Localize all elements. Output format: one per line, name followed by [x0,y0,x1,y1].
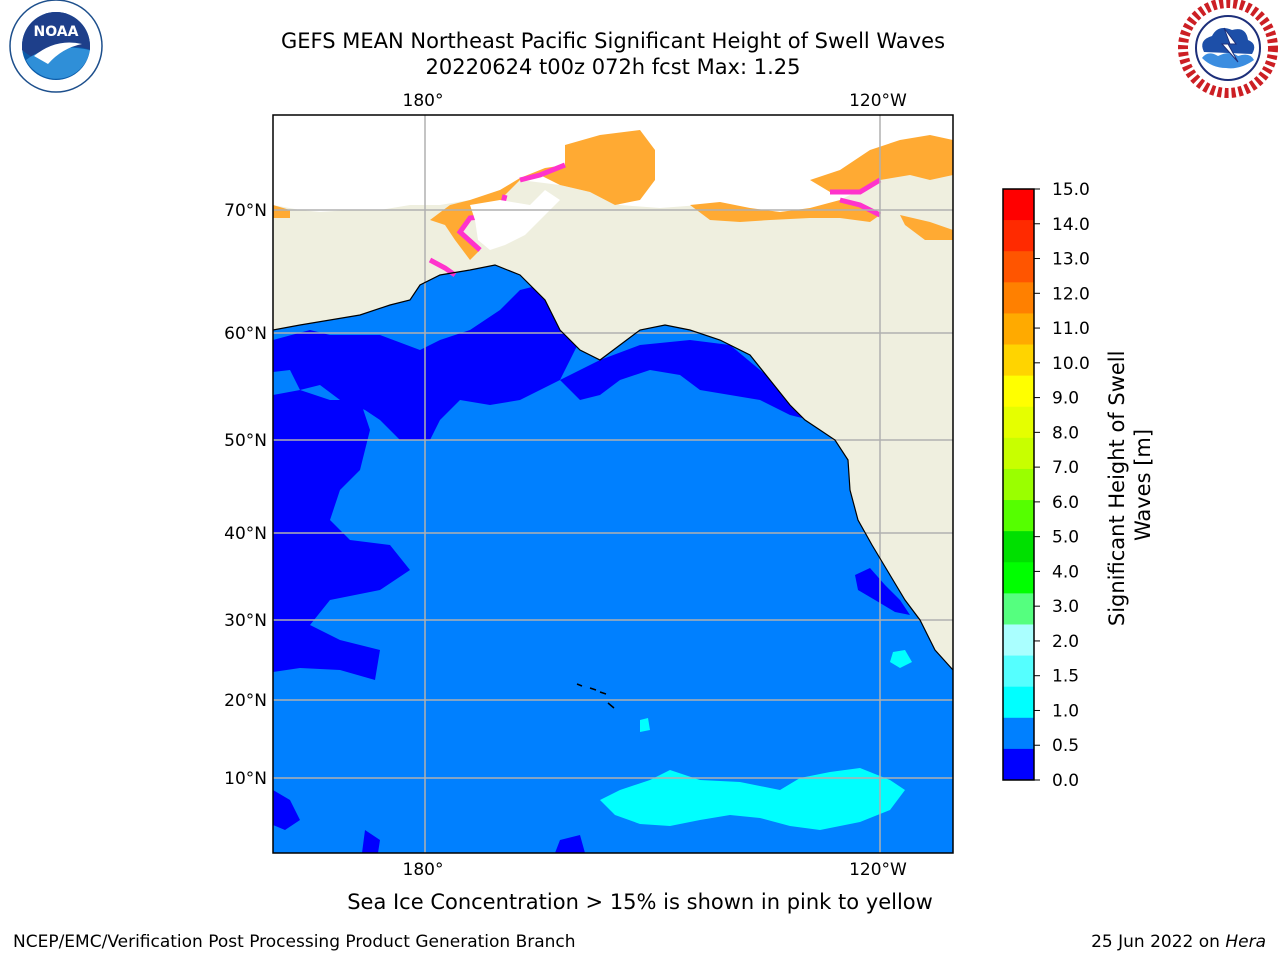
mid-swell-patch-baja [890,650,912,668]
colorbar-swatch [1003,655,1034,688]
lat-label: 30°N [224,611,267,631]
footer-date-text: 25 Jun 2022 on [1091,932,1226,952]
colorbar-tick-label: 13.0 [1052,250,1090,270]
noaa-logo: NOAA [9,0,103,93]
lon-label-bottom: 120°W [849,860,907,880]
colorbar-tick-label: 7.0 [1052,458,1079,478]
lon-label-top: 180° [403,91,444,111]
colorbar: 15.0 14.0 13.0 12.0 11.0 10.0 9.0 8.0 7.0 6.0 5.0 4… [1002,180,1090,791]
colorbar-swatch [1003,406,1034,439]
low-swell-region-bering [273,285,580,440]
sea-ice-region [273,130,953,260]
lon-label-bottom: 180° [403,860,444,880]
colorbar-swatch [1003,344,1034,377]
colorbar-tick-label: 0.5 [1052,736,1079,756]
colorbar-tick-label: 15.0 [1052,180,1090,200]
lat-label: 50°N [224,431,267,451]
colorbar-swatch [1003,531,1034,563]
colorbar-tick-label: 3.0 [1052,597,1079,617]
colorbar-swatch [1003,189,1034,221]
mid-swell-patch-hawaii [640,718,650,732]
lat-label: 40°N [224,524,267,544]
footer-credit: NCEP/EMC/Verification Post Processing Pr… [13,932,576,952]
colorbar-swatch [1003,500,1034,532]
no-data-region [470,190,560,250]
colorbar-tick-label: 6.0 [1052,493,1079,513]
colorbar-tick-label: 1.5 [1052,667,1079,687]
colorbar-tick-label: 12.0 [1052,284,1090,304]
chart-subtitle: 20220624 t00z 072h fcst Max: 1.25 [425,55,801,79]
graticule [273,115,953,853]
lon-label-top: 120°W [849,91,907,111]
colorbar-swatch [1003,375,1034,408]
colorbar-tick-label: 2.0 [1052,632,1079,652]
axis-labels: 180° 180° 120°W 120°W 70°N 60°N 50°N 40°N 30°N 20… [224,91,907,880]
sea-ice-caption: Sea Ice Concentration > 15% is shown in … [347,890,933,914]
colorbar-swatch [1003,313,1034,346]
low-swell-region-west [273,390,410,680]
colorbar-tick-label: 0.0 [1052,771,1079,791]
colorbar-swatch [1003,717,1034,750]
lat-label: 10°N [224,769,267,789]
colorbar-label: Significant Height of Swell Waves [m] [1105,344,1155,626]
colorbar-tick-label: 8.0 [1052,423,1079,443]
colorbar-tick-label: 10.0 [1052,354,1090,374]
colorbar-tick-label: 11.0 [1052,319,1090,339]
chart-title: GEFS MEAN Northeast Pacific Significant … [280,29,946,53]
low-swell-region-california [855,568,910,615]
colorbar-frame [1002,188,1035,781]
colorbar-swatch [1003,686,1034,719]
lat-label: 20°N [224,691,267,711]
colorbar-tick-label: 9.0 [1052,389,1079,409]
lat-label: 60°N [224,324,267,344]
sea-ice-edge [428,162,882,278]
nws-logo [1178,0,1278,98]
land-asia-alaska-canada [273,115,953,670]
colorbar-swatch [1003,282,1034,314]
lat-label: 70°N [224,201,267,221]
colorbar-tick-label: 4.0 [1052,562,1079,582]
colorbar-tick-label: 5.0 [1052,528,1079,548]
footer-date: 25 Jun 2022 on Hera [1091,932,1266,952]
low-swell-region-gulf-alaska [560,340,810,420]
mid-swell-region-tropics [600,768,905,830]
colorbar-swatch [1003,220,1034,252]
noaa-logo-text: NOAA [34,24,79,40]
coastline [273,264,953,671]
colorbar-swatch [1003,624,1034,657]
footer-host: Hera [1225,932,1266,952]
colorbar-swatch [1003,748,1034,781]
hawaii-islands [576,683,615,709]
colorbar-tick-label: 1.0 [1052,701,1079,721]
colorbar-swatch [1003,593,1034,625]
colorbar-swatch [1003,468,1034,501]
colorbar-swatch [1003,562,1034,594]
colorbar-swatch [1003,251,1034,283]
colorbar-swatch [1003,437,1034,470]
colorbar-tick-label: 14.0 [1052,215,1090,235]
map-frame [272,114,954,854]
